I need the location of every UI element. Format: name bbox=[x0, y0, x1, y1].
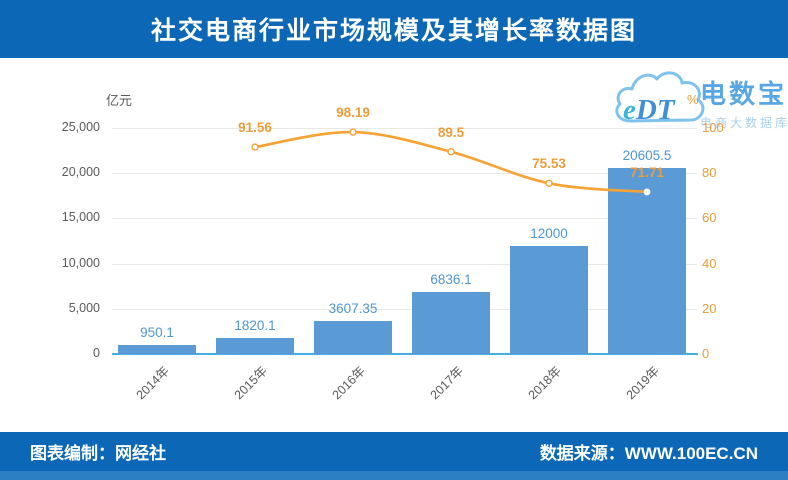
left-axis-unit: 亿元 bbox=[106, 93, 133, 108]
gridline bbox=[112, 218, 697, 220]
left-axis-tick-label: 10,000 bbox=[61, 255, 100, 270]
line-value-label: 91.56 bbox=[238, 120, 272, 136]
bar-value-label: 950.1 bbox=[140, 325, 174, 341]
market-size-bar bbox=[412, 292, 490, 354]
chart-area: 亿元 % 0 5,000 10,000 15,000 20,000 25,000 0 20 4… bbox=[0, 58, 788, 432]
gridline bbox=[112, 173, 697, 175]
bar-value-label: 6836.1 bbox=[430, 272, 472, 288]
watermark-brand-text: 电数宝 bbox=[700, 79, 788, 109]
market-size-bar bbox=[216, 337, 294, 354]
market-size-bar bbox=[510, 245, 588, 354]
line-point-marker bbox=[251, 143, 259, 151]
left-axis-tick-label: 25,000 bbox=[61, 120, 100, 134]
watermark: eDT 电数宝 电商大数据库 bbox=[610, 66, 788, 142]
line-point-marker bbox=[643, 188, 651, 196]
svg-text:eDT: eDT bbox=[623, 94, 676, 126]
market-size-bar bbox=[608, 167, 686, 354]
right-axis-tick-label: 80 bbox=[702, 165, 717, 181]
line-value-label: 89.5 bbox=[437, 124, 465, 140]
bar-value-label: 12000 bbox=[530, 225, 568, 241]
footer-credit: 图表编制：网经社 bbox=[30, 444, 166, 463]
title-banner: 社交电商行业市场规模及其增长率数据图 bbox=[0, 0, 788, 58]
market-size-bar bbox=[118, 345, 196, 354]
gridline bbox=[112, 128, 697, 129]
line-value-label: 75.53 bbox=[532, 156, 566, 172]
left-axis-tick-label: 0 bbox=[93, 346, 100, 360]
gridline bbox=[112, 308, 697, 310]
bar-value-label: 20605.5 bbox=[622, 147, 672, 163]
x-axis-line bbox=[112, 353, 698, 355]
bar-value-label: 1820.1 bbox=[234, 317, 276, 333]
footer-source: 数据来源：WWW.100EC.CN bbox=[539, 444, 758, 463]
left-axis-tick-label: 5,000 bbox=[68, 300, 100, 315]
right-axis-tick-label: 40 bbox=[702, 255, 717, 271]
right-axis-unit: % bbox=[687, 92, 699, 107]
gridline bbox=[112, 263, 697, 265]
right-axis-tick-label: 20 bbox=[702, 300, 717, 316]
watermark-tagline-text: 电商大数据库 bbox=[700, 116, 788, 130]
right-axis-tick-label: 0 bbox=[702, 346, 710, 361]
line-value-label: 71.71 bbox=[630, 164, 664, 180]
market-size-bar bbox=[314, 321, 392, 354]
right-axis-tick-label: 100 bbox=[702, 120, 724, 135]
chart-title: 社交电商行业市场规模及其增长率数据图 bbox=[150, 17, 637, 45]
right-axis-tick-label: 60 bbox=[702, 210, 717, 226]
line-point-marker bbox=[447, 148, 455, 156]
growth-line-series bbox=[251, 128, 651, 196]
line-point-marker bbox=[349, 128, 357, 136]
left-axis-tick-label: 15,000 bbox=[61, 210, 100, 225]
bar-value-label: 3607.35 bbox=[328, 301, 378, 317]
line-point-marker bbox=[545, 179, 553, 188]
left-axis-tick-label: 20,000 bbox=[61, 165, 100, 180]
cloud-logo-icon: eDT bbox=[615, 71, 705, 126]
line-value-label: 98.19 bbox=[336, 105, 370, 121]
footer-banner: 图表编制：网经社 数据来源：WWW.100EC.CN bbox=[0, 432, 788, 480]
